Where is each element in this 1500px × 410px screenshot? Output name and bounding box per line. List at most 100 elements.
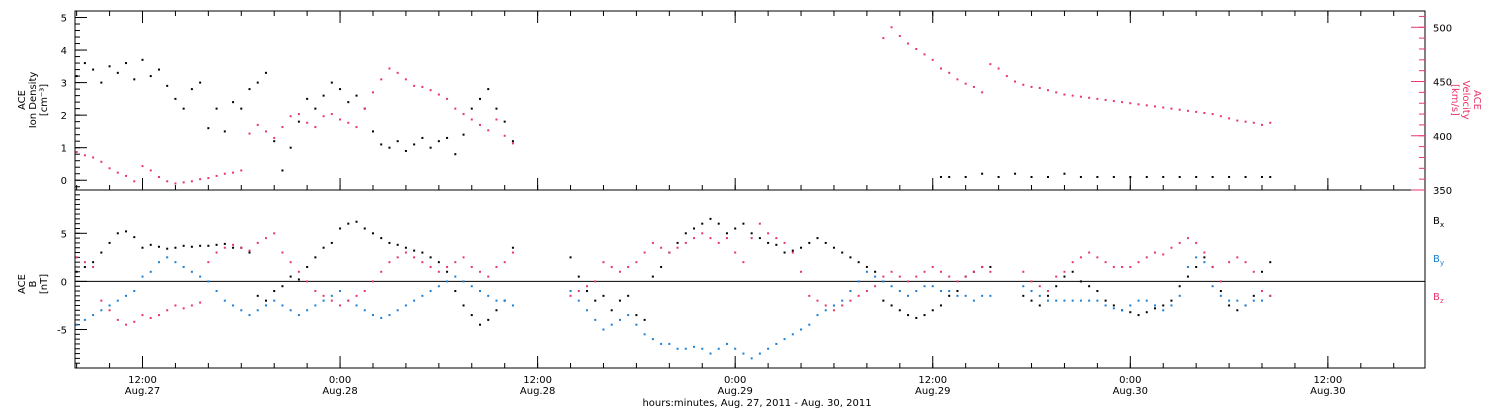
- data-point: [380, 237, 383, 240]
- data-point: [742, 261, 745, 264]
- data-point: [890, 285, 893, 288]
- data-point: [248, 249, 251, 252]
- data-point: [907, 280, 910, 283]
- data-point: [454, 261, 457, 264]
- data-point: [75, 256, 78, 259]
- data-point: [289, 309, 292, 312]
- data-point: [1055, 275, 1058, 278]
- data-point: [783, 338, 786, 341]
- data-point: [791, 249, 794, 252]
- data-point: [487, 275, 490, 278]
- data-point: [948, 275, 951, 278]
- data-point: [388, 314, 391, 317]
- data-point: [141, 58, 144, 61]
- data-point: [651, 338, 654, 341]
- data-point: [676, 241, 679, 244]
- data-point: [890, 26, 893, 29]
- data-point: [882, 299, 885, 302]
- data-point: [1162, 304, 1165, 307]
- data-point: [207, 261, 210, 264]
- data-point: [487, 129, 490, 132]
- data-point: [964, 275, 967, 278]
- data-point: [446, 270, 449, 273]
- data-point: [223, 246, 226, 249]
- x-tick-date-label: Aug.30: [1310, 386, 1345, 397]
- data-point: [462, 304, 465, 307]
- data-point: [643, 333, 646, 336]
- data-point: [1228, 261, 1231, 264]
- data-point: [330, 113, 333, 116]
- data-point: [330, 299, 333, 302]
- data-point: [1071, 270, 1074, 273]
- data-point: [215, 107, 218, 110]
- data-point: [939, 67, 942, 70]
- data-point: [972, 299, 975, 302]
- data-point: [1096, 299, 1099, 302]
- right-tick-label: 450: [1433, 78, 1452, 89]
- data-point: [1203, 111, 1206, 114]
- data-point: [841, 251, 844, 254]
- data-point: [503, 120, 506, 123]
- data-point: [857, 294, 860, 297]
- data-point: [355, 294, 358, 297]
- bottom-ylabel-left-3: [nT]: [39, 274, 50, 294]
- data-point: [586, 309, 589, 312]
- data-point: [1219, 115, 1222, 118]
- data-point: [264, 299, 267, 302]
- data-point: [174, 304, 177, 307]
- data-point: [248, 88, 251, 91]
- data-point: [330, 294, 333, 297]
- data-point: [915, 275, 918, 278]
- data-point: [693, 345, 696, 348]
- data-point: [742, 222, 745, 225]
- data-point: [92, 261, 95, 264]
- data-point: [264, 237, 267, 240]
- data-point: [396, 256, 399, 259]
- data-point: [948, 175, 951, 178]
- data-point: [808, 241, 811, 244]
- data-point: [643, 318, 646, 321]
- data-point: [898, 290, 901, 293]
- x-tick-time-label: 12:00: [128, 375, 157, 386]
- data-point: [322, 94, 325, 97]
- data-point: [371, 314, 374, 317]
- data-point: [289, 275, 292, 278]
- data-point: [1203, 251, 1206, 254]
- data-point: [849, 299, 852, 302]
- data-point: [742, 352, 745, 355]
- data-point: [248, 314, 251, 317]
- data-point: [882, 275, 885, 278]
- data-point: [264, 130, 267, 133]
- data-point: [371, 130, 374, 133]
- data-point: [1154, 307, 1156, 310]
- top-ylabel-right-1: ACE: [1471, 90, 1482, 110]
- data-point: [479, 270, 481, 273]
- data-point: [199, 178, 202, 181]
- data-point: [413, 299, 416, 302]
- data-point: [446, 136, 449, 139]
- data-point: [1236, 119, 1239, 122]
- data-point: [1137, 261, 1140, 264]
- data-point: [149, 316, 152, 319]
- data-point: [1104, 261, 1107, 264]
- data-point: [429, 89, 432, 92]
- data-point: [1096, 256, 1099, 259]
- data-point: [1088, 96, 1091, 99]
- data-point: [166, 309, 169, 312]
- data-point: [1195, 110, 1198, 113]
- data-point: [1046, 294, 1049, 297]
- x-tick-date-label: Aug.28: [322, 386, 357, 397]
- data-point: [1186, 109, 1189, 112]
- data-point: [1145, 104, 1148, 107]
- data-point: [92, 265, 95, 268]
- data-point: [832, 304, 835, 307]
- data-point: [1211, 285, 1214, 288]
- data-point: [190, 180, 193, 183]
- data-point: [931, 309, 934, 312]
- data-point: [437, 140, 440, 143]
- data-point: [964, 82, 967, 85]
- data-point: [1121, 309, 1124, 312]
- data-point: [824, 304, 827, 307]
- data-point: [709, 217, 712, 220]
- data-point: [495, 309, 498, 312]
